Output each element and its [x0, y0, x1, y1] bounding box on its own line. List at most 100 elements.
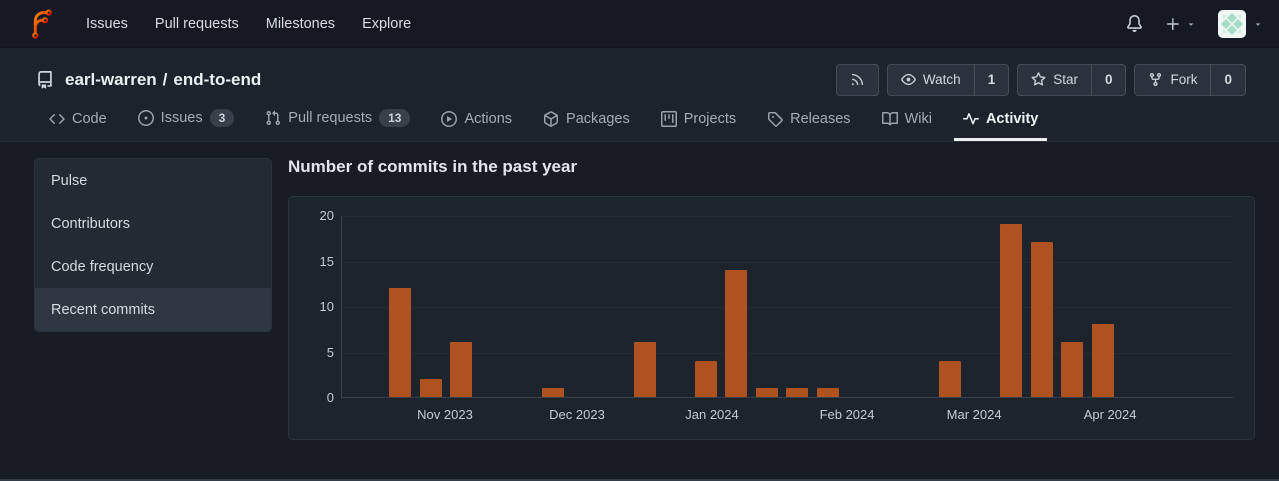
grid-line — [342, 261, 1233, 263]
issue-opened-icon — [137, 109, 154, 126]
x-axis-month-label: Mar 2024 — [946, 407, 1002, 422]
forgejo-logo[interactable] — [28, 9, 54, 39]
avatar — [1218, 9, 1246, 38]
code-icon — [49, 113, 65, 125]
fork-icon — [1150, 72, 1162, 87]
tab-actions[interactable]: Actions — [432, 111, 521, 141]
navbar-links: Issues Pull requests Milestones Explore — [86, 16, 411, 32]
issues-count-badge: 3 — [209, 108, 235, 127]
tab-issues[interactable]: Issues 3 — [129, 108, 244, 141]
sidebar-item-recent-commits[interactable]: Recent commits — [35, 288, 271, 331]
x-axis-month-label: Feb 2024 — [819, 407, 875, 422]
tab-activity[interactable]: Activity — [953, 111, 1048, 141]
nav-link-pull-requests[interactable]: Pull requests — [154, 15, 239, 32]
chart-bar — [755, 387, 778, 397]
x-axis-month-label: Jan 2024 — [685, 407, 739, 422]
user-menu-button[interactable] — [1218, 9, 1263, 38]
pull-requests-count-badge: 13 — [379, 108, 411, 127]
repo-title: earl-warren / end-to-end — [65, 70, 261, 90]
star-button[interactable]: Star 0 — [1017, 63, 1127, 96]
repo-header-band: earl-warren / end-to-end Watch 1 Star — [0, 48, 1279, 142]
sidebar-item-contributors[interactable]: Contributors — [51, 215, 130, 232]
x-axis-month-label: Nov 2023 — [417, 407, 473, 422]
chart-bar — [633, 342, 656, 397]
grid-line — [342, 307, 1233, 308]
package-icon — [544, 111, 559, 127]
repo-owner-link[interactable]: earl-warren — [65, 69, 157, 89]
chart-bar — [816, 387, 839, 397]
nav-link-explore[interactable]: Explore — [362, 15, 412, 32]
top-navbar: Issues Pull requests Milestones Explore — [0, 0, 1279, 48]
y-axis-tick-label: 5 — [326, 344, 334, 360]
caret-down-icon — [1255, 22, 1261, 26]
tab-packages-label: Packages — [566, 111, 630, 127]
nav-link-milestones[interactable]: Milestones — [265, 15, 336, 32]
chart-bar — [450, 342, 473, 397]
tab-actions-label: Actions — [464, 111, 513, 127]
tab-pull-requests[interactable]: Pull requests 13 — [256, 108, 419, 141]
tab-packages[interactable]: Packages — [534, 111, 639, 141]
x-axis-month-label: Dec 2023 — [549, 407, 605, 422]
tag-icon — [768, 112, 783, 127]
sidebar-item-pulse[interactable]: Pulse — [51, 172, 88, 189]
fork-button[interactable]: Fork 0 — [1134, 63, 1246, 96]
sidebar-item-code-frequency[interactable]: Code frequency — [51, 258, 154, 275]
nav-link-issues[interactable]: Issues — [86, 15, 128, 32]
commits-bar-chart: 0 5 10 15 20 Nov 2023 Dec 2023 Jan 2024 Feb 2024… — [320, 208, 1233, 422]
repo-separator: / — [162, 69, 168, 89]
repo-icon — [38, 70, 52, 89]
fork-label: Fork — [1170, 72, 1198, 87]
navbar-right — [1126, 9, 1263, 38]
commits-chart-card: 0 5 10 15 20 Nov 2023 Dec 2023 Jan 2024 Feb 2024… — [288, 196, 1255, 440]
eye-icon — [901, 73, 916, 86]
chart-bar — [939, 360, 961, 397]
y-axis-tick-label: 10 — [319, 299, 334, 314]
x-axis-month-label: Apr 2024 — [1083, 407, 1137, 422]
star-count[interactable]: 0 — [1090, 64, 1126, 95]
y-axis-tick-label: 0 — [326, 390, 334, 405]
play-icon — [441, 111, 458, 127]
chart-bar — [1000, 224, 1023, 397]
grid-line — [342, 352, 1233, 354]
star-label: Star — [1053, 72, 1078, 87]
y-axis-tick-label: 20 — [319, 208, 334, 223]
notifications-button[interactable] — [1126, 15, 1143, 32]
tab-wiki[interactable]: Wiki — [873, 111, 941, 141]
tab-releases-label: Releases — [790, 111, 851, 127]
watch-count[interactable]: 1 — [973, 64, 1009, 95]
chart-bar — [725, 269, 748, 397]
caret-down-icon — [1188, 22, 1194, 26]
repo-name-link[interactable]: end-to-end — [173, 69, 262, 89]
create-new-button[interactable] — [1165, 16, 1196, 32]
chart-bar — [419, 378, 442, 397]
book-icon — [881, 111, 898, 126]
repo-tabs: Code Issues 3 Pull requests 13 Actions P… — [40, 98, 1279, 141]
watch-button[interactable]: Watch 1 — [886, 63, 1010, 96]
grid-line — [342, 216, 1233, 217]
repo-action-buttons: Watch 1 Star 0 Fork 0 — [835, 63, 1246, 96]
content-area: Pulse Contributors Code frequency Recent… — [0, 142, 1279, 481]
tab-projects-label: Projects — [683, 111, 737, 127]
watch-label: Watch — [922, 72, 961, 87]
tab-code-label: Code — [72, 111, 107, 127]
fork-count[interactable]: 0 — [1210, 64, 1245, 95]
star-icon — [1031, 72, 1046, 86]
tab-wiki-label: Wiki — [904, 111, 932, 127]
main-panel: Number of commits in the past year 0 5 10 1… — [288, 157, 1255, 440]
rss-button[interactable] — [835, 63, 879, 96]
tab-projects[interactable]: Projects — [652, 111, 745, 141]
chart-bar — [541, 387, 564, 397]
chart-bar — [694, 360, 717, 397]
chart-bar — [389, 287, 412, 397]
tab-activity-label: Activity — [985, 111, 1039, 127]
plus-icon — [1167, 17, 1179, 30]
chart-bar — [1030, 242, 1053, 397]
chart-bar — [786, 387, 809, 397]
tab-releases[interactable]: Releases — [758, 111, 859, 141]
activity-sidebar: Pulse Contributors Code frequency Recent… — [34, 158, 272, 332]
pulse-icon — [962, 113, 979, 125]
tab-code[interactable]: Code — [40, 111, 116, 141]
tab-issues-label: Issues — [160, 109, 203, 126]
rss-icon — [851, 73, 864, 86]
project-icon — [660, 111, 677, 127]
